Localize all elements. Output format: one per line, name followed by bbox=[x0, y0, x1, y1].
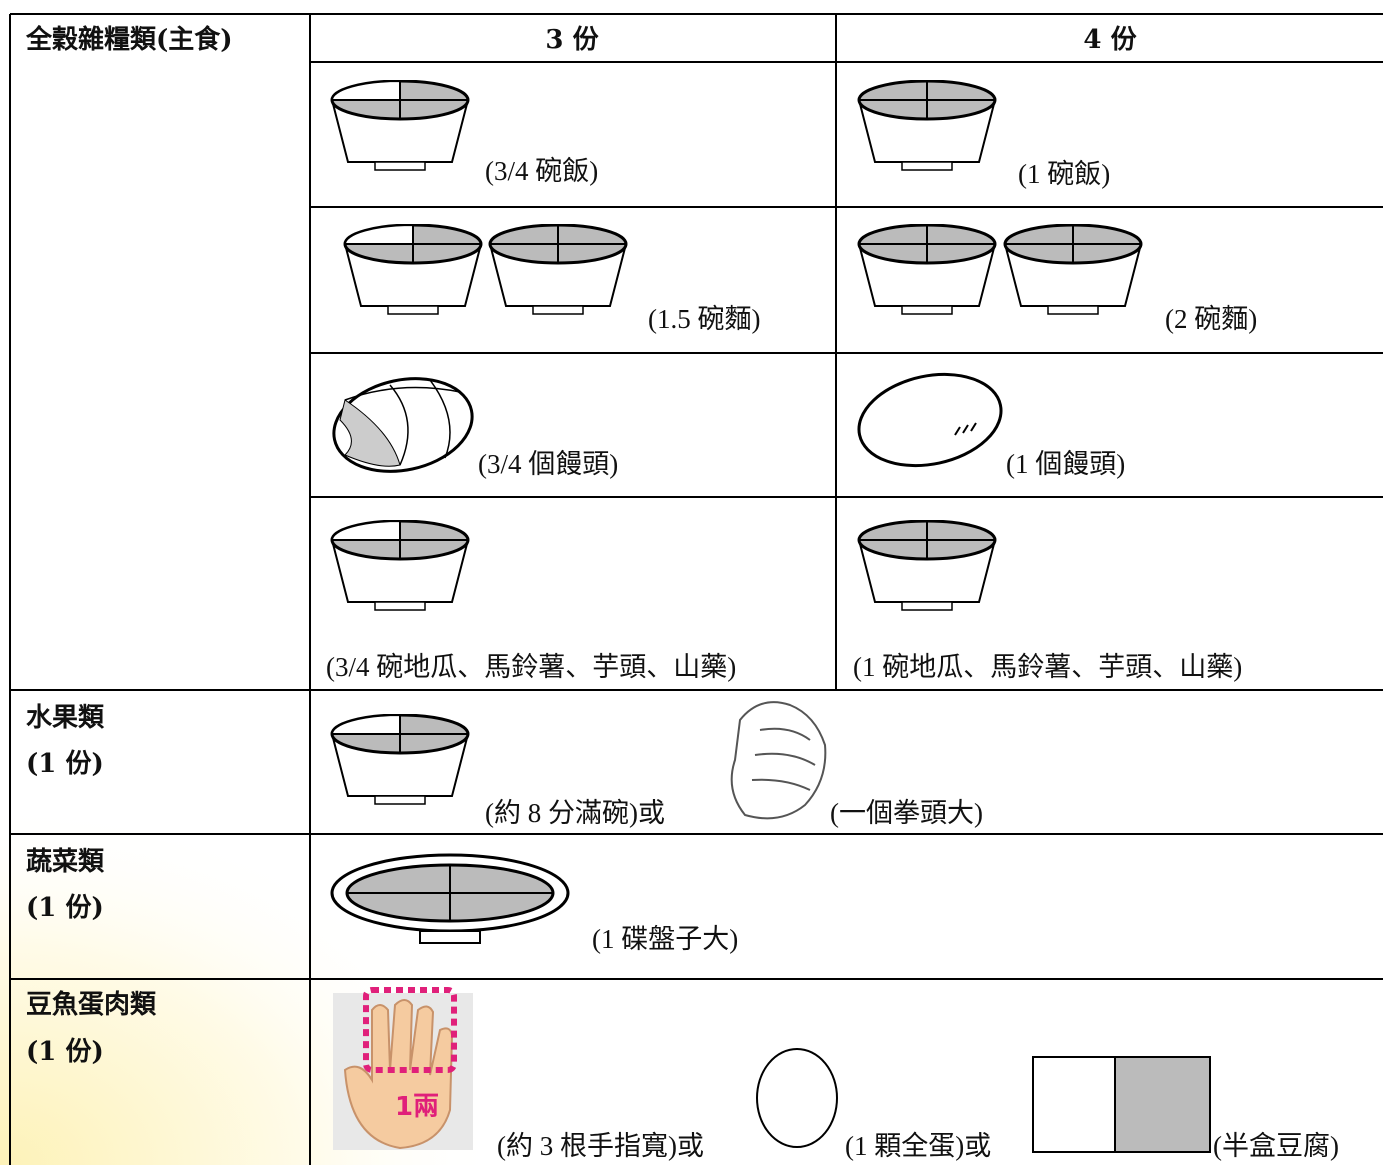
category-header: 全穀雜糧類(主食) bbox=[25, 24, 233, 55]
portion-text: (一個拳頭大) bbox=[830, 798, 983, 828]
portion-text: (約 3 根手指寬)或 bbox=[497, 1131, 704, 1161]
portion-text: (2 碗麵) bbox=[1165, 304, 1257, 334]
column-header: 4 份 bbox=[1083, 25, 1136, 55]
tofu-icon bbox=[1032, 1056, 1211, 1153]
hand-icon bbox=[333, 987, 473, 1150]
portion-text: (3/4 個饅頭) bbox=[478, 449, 618, 479]
fist-icon bbox=[730, 701, 827, 820]
food-group: 豆魚蛋肉類 bbox=[26, 989, 157, 1020]
plate-icon bbox=[330, 853, 570, 944]
portion-text: (約 8 分滿碗)或 bbox=[485, 798, 665, 828]
portion-text: (1 個饅頭) bbox=[1006, 449, 1125, 479]
table-grid bbox=[9, 13, 1383, 1165]
food-group: 蔬菜類 bbox=[26, 847, 105, 877]
portion-text: (1.5 碗麵) bbox=[648, 304, 760, 334]
portion-text: (1 碗飯) bbox=[1018, 159, 1110, 189]
egg-icon bbox=[756, 1048, 838, 1148]
food-group: 水果類 bbox=[26, 703, 105, 733]
portion-text: (半盒豆腐) bbox=[1213, 1131, 1339, 1161]
column-header: 3 份 bbox=[545, 25, 598, 55]
group-portion: (1 份) bbox=[26, 749, 104, 779]
group-portion: (1 份) bbox=[26, 893, 104, 923]
portion-text: (1 碟盤子大) bbox=[592, 924, 738, 954]
hand-label: 1兩 bbox=[395, 1092, 439, 1122]
portion-text: (3/4 碗地瓜、馬鈴薯、芋頭、山藥) bbox=[326, 652, 736, 682]
bun-icons bbox=[332, 372, 1003, 473]
portion-text: (1 碗地瓜、馬鈴薯、芋頭、山藥) bbox=[853, 652, 1242, 682]
portion-text: (3/4 碗飯) bbox=[485, 156, 598, 186]
group-portion: (1 份) bbox=[26, 1037, 104, 1067]
portion-text: (1 顆全蛋)或 bbox=[845, 1131, 991, 1161]
